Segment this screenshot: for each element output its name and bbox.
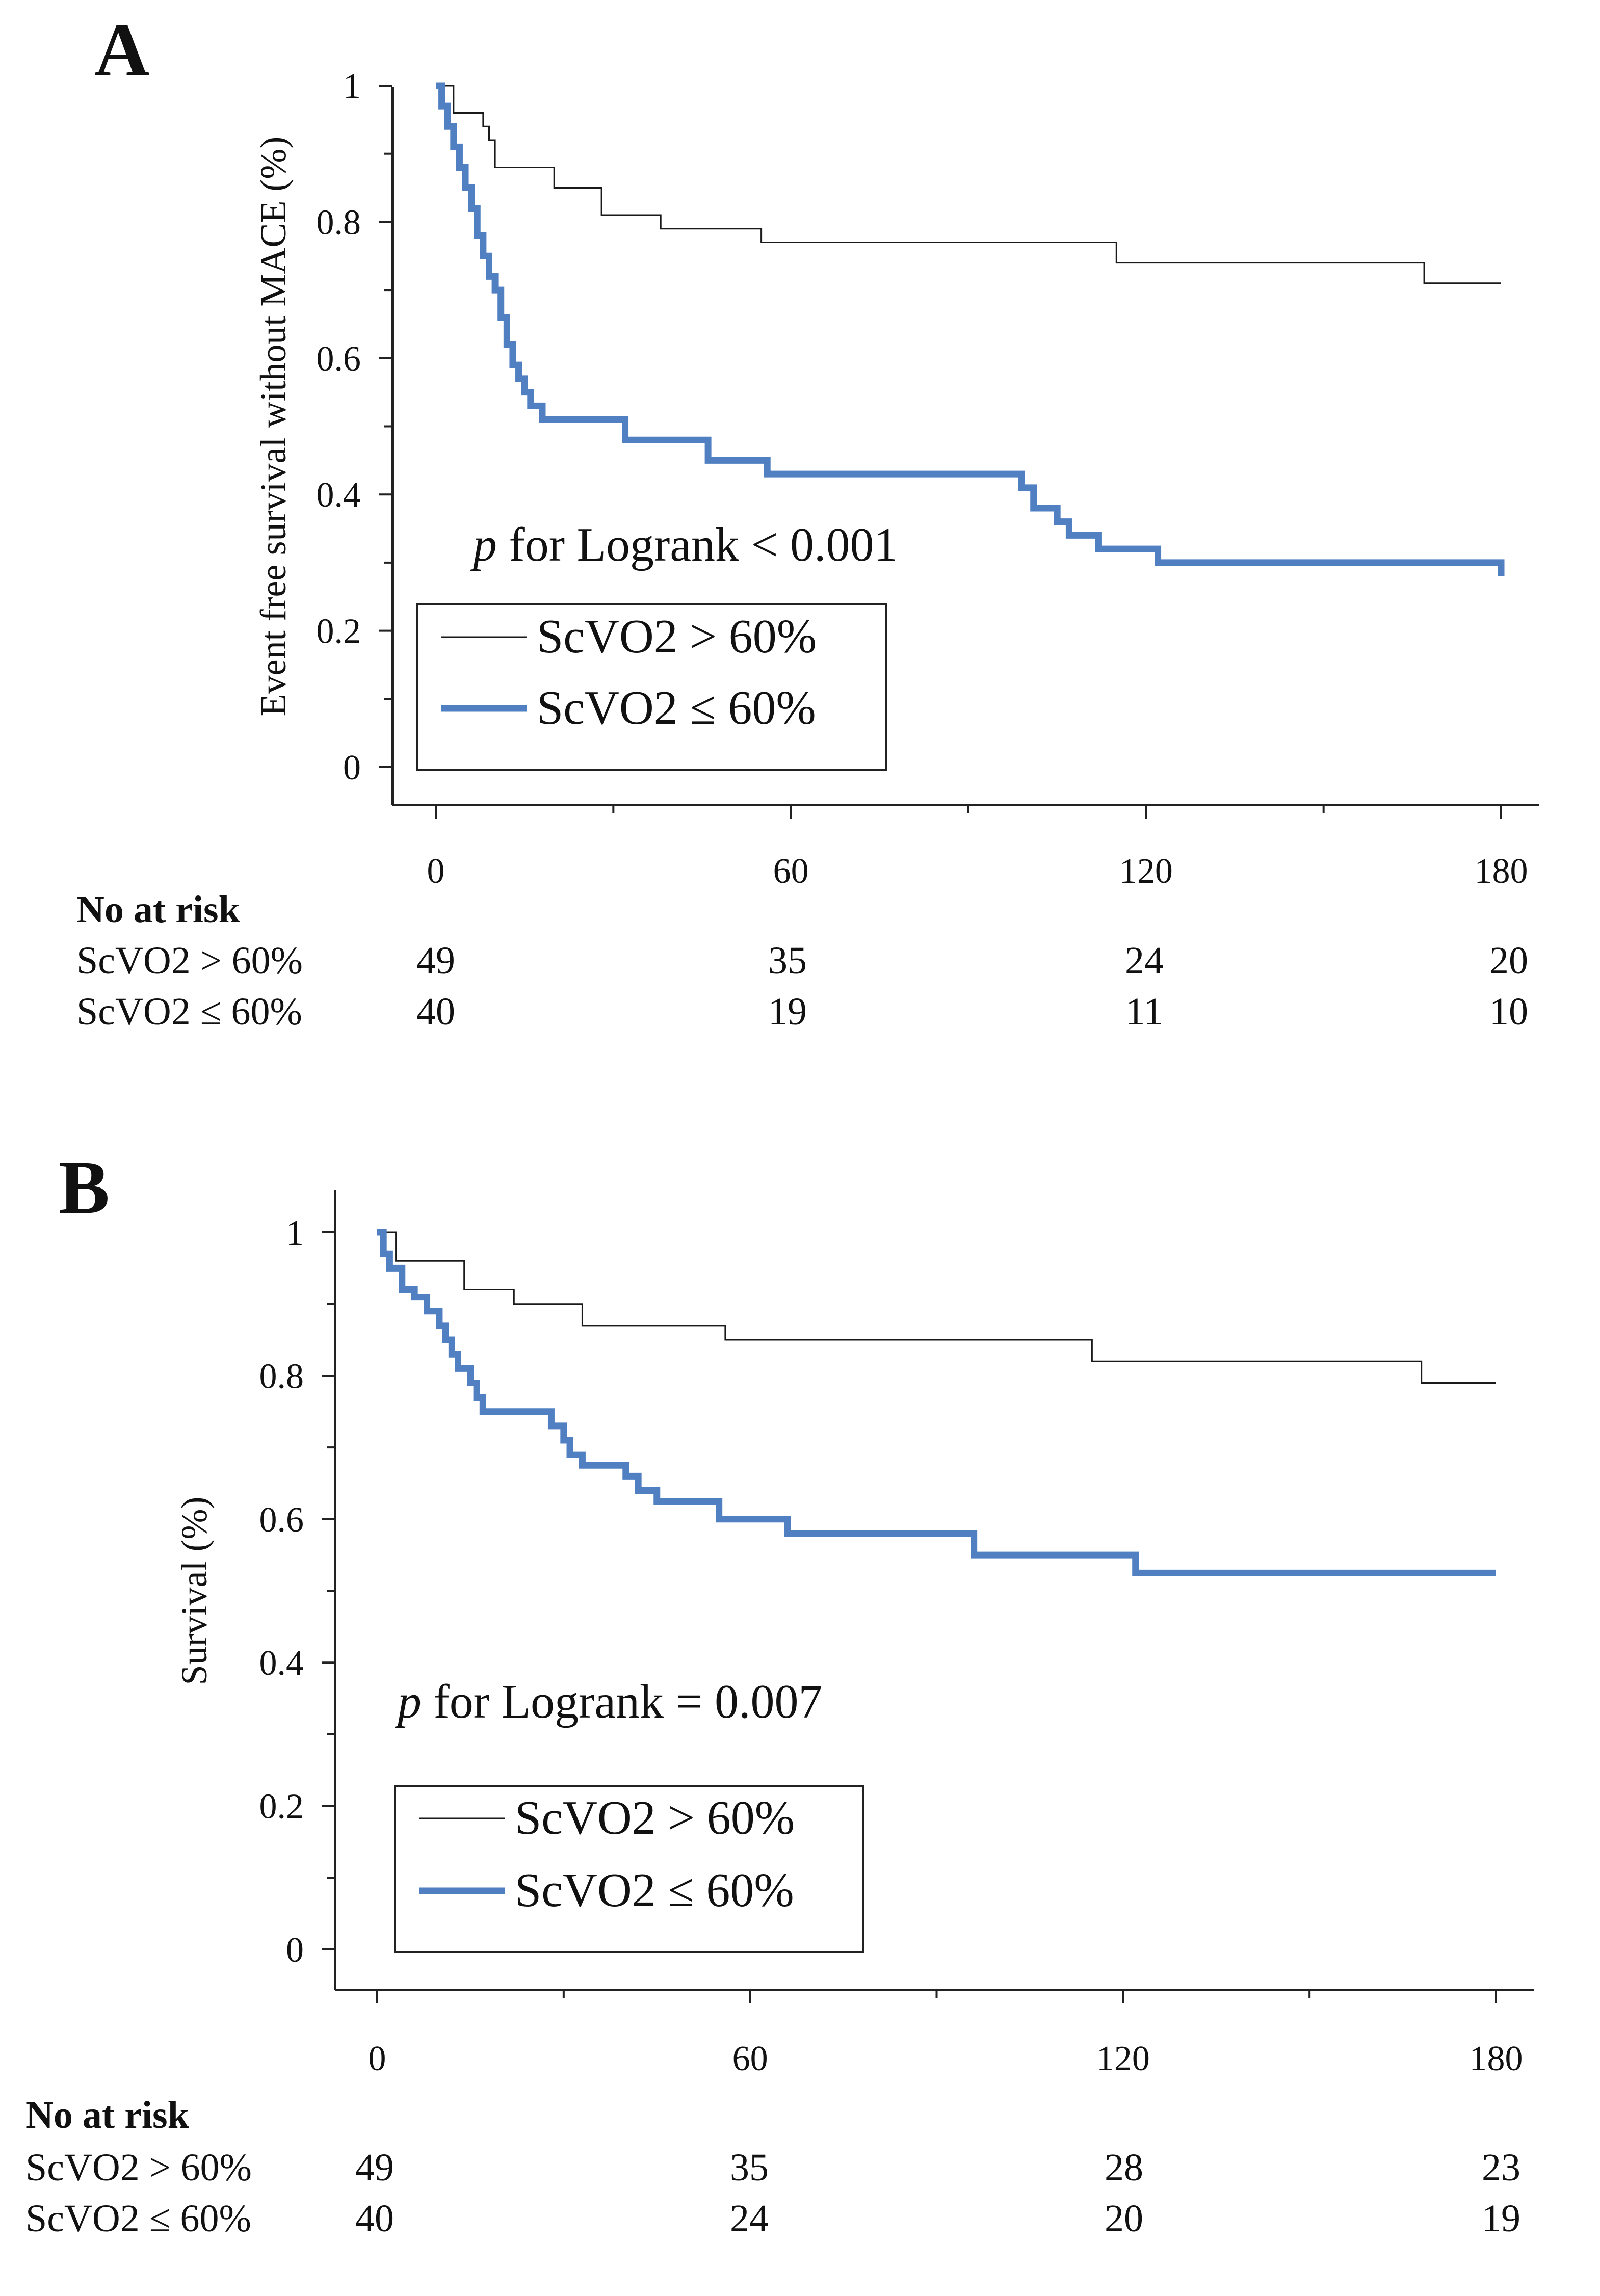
x-tick-label: 180 <box>1470 2039 1523 2078</box>
logrank-p-text: for Logrank < 0.001 <box>497 518 898 571</box>
risk-count: 19 <box>1482 2197 1520 2240</box>
logrank-p-symbol: p <box>470 518 497 571</box>
series-line-scvo2-above-60 <box>436 85 1501 284</box>
x-tick-label: 180 <box>1475 852 1528 891</box>
legend: ScVO2 > 60% ScVO2 ≤ 60% <box>416 603 887 771</box>
y-tick-label: 0.6 <box>259 1500 304 1540</box>
x-tick-label: 0 <box>369 2039 386 2078</box>
y-tick-label: 0.8 <box>259 1357 304 1396</box>
y-tick-label: 0.2 <box>259 1787 304 1827</box>
y-tick-label: 0.6 <box>317 339 361 379</box>
panel-letter: B <box>59 1145 110 1230</box>
risk-count: 20 <box>1489 939 1528 982</box>
risk-count: 40 <box>355 2197 394 2240</box>
risk-count: 19 <box>768 990 807 1033</box>
risk-table: No at risk ScVO2 > 60% 49 35 28 23 ScVO2 ≤ 60%… <box>25 2094 1520 2240</box>
x-tick-label: 0 <box>427 852 445 891</box>
risk-count: 24 <box>1125 939 1164 982</box>
legend-label-scvo2-below-60: ScVO2 ≤ 60% <box>515 1864 794 1917</box>
risk-row-label: ScVO2 ≤ 60% <box>25 2197 251 2240</box>
logrank-p-symbol: p <box>395 1675 422 1728</box>
legend-box <box>394 1785 864 1953</box>
x-tick-label: 120 <box>1096 2039 1150 2078</box>
y-axis-title: Event free survival without MACE (%) <box>253 137 294 717</box>
y-tick-label: 0.8 <box>317 203 361 242</box>
risk-count: 23 <box>1482 2146 1520 2189</box>
series-line-scvo2-above-60 <box>377 1231 1496 1384</box>
legend: ScVO2 > 60% ScVO2 ≤ 60% <box>394 1785 864 1953</box>
logrank-p-text: for Logrank = 0.007 <box>422 1675 823 1728</box>
y-tick-label: 0.4 <box>317 476 361 515</box>
risk-count: 20 <box>1105 2197 1143 2240</box>
x-tick-label: 120 <box>1119 852 1173 891</box>
risk-table-title: No at risk <box>76 888 241 931</box>
risk-count: 24 <box>730 2197 769 2240</box>
y-tick-label: 0.2 <box>317 612 361 651</box>
x-tick-label: 60 <box>732 2039 768 2078</box>
y-tick-label: 0.4 <box>259 1644 304 1683</box>
panel-letter: A <box>94 8 149 92</box>
legend-box <box>416 603 887 771</box>
risk-count: 40 <box>416 990 455 1033</box>
risk-count: 49 <box>416 939 455 982</box>
logrank-annotation: p for Logrank = 0.007 <box>395 1675 823 1728</box>
legend-label-scvo2-below-60: ScVO2 ≤ 60% <box>537 681 816 734</box>
y-tick-label: 0 <box>286 1931 304 1970</box>
legend-label-scvo2-above-60: ScVO2 > 60% <box>537 610 817 663</box>
risk-count: 35 <box>730 2146 769 2189</box>
y-axis-title: Survival (%) <box>174 1497 215 1685</box>
risk-count: 11 <box>1125 990 1163 1033</box>
risk-count: 10 <box>1489 990 1528 1033</box>
x-tick-label: 60 <box>773 852 809 891</box>
series-line-scvo2-below-60 <box>377 1229 1496 1576</box>
risk-row-label: ScVO2 > 60% <box>76 939 303 982</box>
risk-table-title: No at risk <box>25 2094 190 2136</box>
risk-count: 49 <box>355 2146 394 2189</box>
risk-table: No at risk ScVO2 > 60% 49 35 24 20 ScVO2 ≤ 60%… <box>76 888 1528 1033</box>
risk-count: 35 <box>768 939 807 982</box>
y-tick-label: 1 <box>343 67 361 106</box>
risk-row-label: ScVO2 ≤ 60% <box>76 990 302 1033</box>
panel-b: B 0 0.2 0.4 0.6 0.8 1 0 60 120 180 Survival (%) p fo… <box>25 1145 1534 2240</box>
y-tick-label: 0 <box>343 748 361 787</box>
series-line-scvo2-below-60 <box>436 82 1505 576</box>
risk-row-label: ScVO2 > 60% <box>25 2146 252 2189</box>
risk-count: 28 <box>1105 2146 1143 2189</box>
logrank-annotation: p for Logrank < 0.001 <box>470 518 898 571</box>
legend-label-scvo2-above-60: ScVO2 > 60% <box>515 1791 795 1844</box>
y-tick-label: 1 <box>286 1213 304 1253</box>
